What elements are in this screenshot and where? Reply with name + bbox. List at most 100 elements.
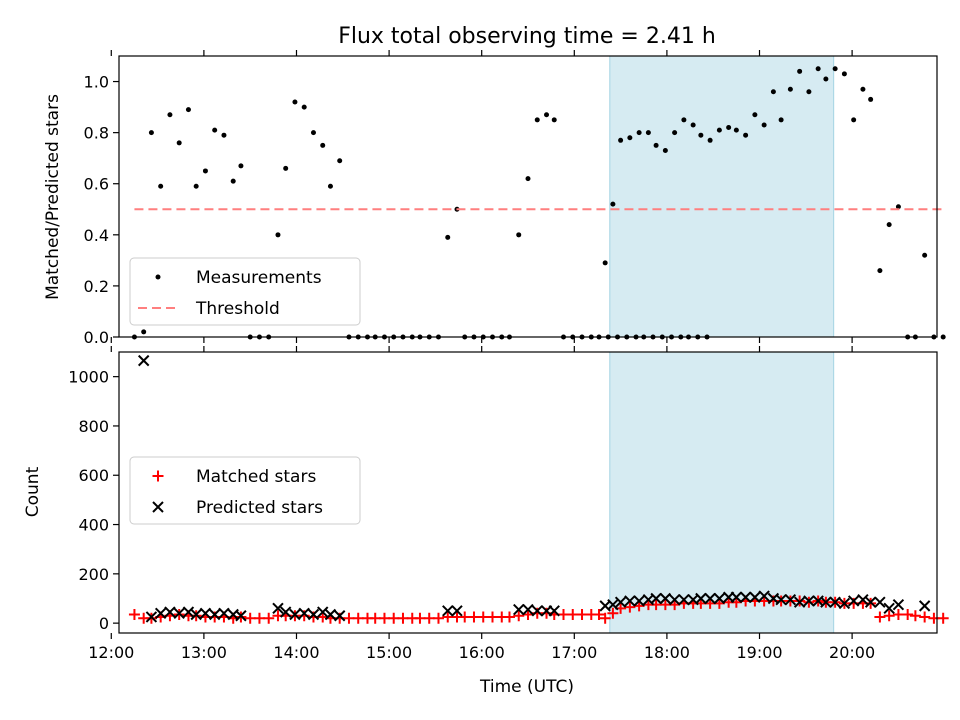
axes-frame bbox=[118, 351, 938, 634]
measurement-point bbox=[886, 222, 892, 228]
predicted-point bbox=[864, 596, 877, 608]
predicted-point bbox=[784, 594, 797, 606]
predicted-point bbox=[548, 605, 560, 617]
measurement-point bbox=[787, 86, 793, 92]
predicted-point bbox=[522, 603, 534, 616]
predicted-point bbox=[164, 606, 176, 618]
legend-label: Measurements bbox=[196, 268, 322, 288]
count-panel: Count 12:00 13:00 14:00 15:00 16:00 17:00 18:0… bbox=[23, 346, 949, 662]
measurement-point bbox=[525, 176, 531, 182]
matched-point bbox=[414, 612, 426, 624]
predicted-point bbox=[279, 606, 292, 618]
matched-point bbox=[599, 612, 611, 624]
matched-point bbox=[909, 610, 921, 622]
measurement-point bbox=[797, 68, 803, 74]
measurement-point bbox=[193, 183, 199, 189]
predicted-point bbox=[892, 598, 905, 611]
legend-marker-predicted bbox=[152, 501, 164, 513]
measurement-point bbox=[202, 168, 208, 174]
ratio-panel: Matched/Predicted stars 0.0 0.2 0.4 0.6 0.8 1… bbox=[43, 50, 946, 347]
predicted-point bbox=[451, 605, 463, 617]
measurement-point bbox=[167, 112, 173, 118]
y-tick-label: 1.0 bbox=[84, 73, 109, 92]
predicted-point bbox=[137, 354, 150, 367]
matched-point bbox=[567, 609, 579, 621]
legend-marker-measurements bbox=[155, 274, 161, 280]
measurement-point bbox=[337, 158, 343, 164]
y-axis-label-ratio: Matched/Predicted stars bbox=[43, 94, 63, 300]
measurement-point bbox=[681, 117, 687, 123]
predicted-point bbox=[659, 592, 672, 605]
x-axis-label: Time (UTC) bbox=[479, 677, 574, 697]
y-tick-label: 0.8 bbox=[84, 124, 109, 143]
matched-point bbox=[378, 612, 390, 624]
matched-point bbox=[624, 601, 636, 613]
measurement-point bbox=[301, 104, 307, 110]
legend-label: Matched stars bbox=[196, 467, 316, 487]
matched-point bbox=[477, 611, 489, 623]
measurement-point bbox=[516, 232, 522, 238]
measurement-point bbox=[743, 132, 749, 138]
predicted-point bbox=[695, 592, 707, 605]
matched-point bbox=[352, 612, 364, 624]
matched-point bbox=[513, 610, 525, 622]
measurement-point bbox=[627, 135, 633, 141]
measurement-point bbox=[221, 132, 227, 138]
measurement-point bbox=[815, 66, 821, 72]
y-tick-label: 800 bbox=[78, 417, 109, 436]
predicted-point bbox=[678, 594, 690, 606]
predicted-point bbox=[317, 606, 329, 618]
predicted-point bbox=[775, 594, 787, 606]
measurement-point bbox=[860, 86, 866, 92]
measurement-point bbox=[618, 137, 624, 143]
predicted-point bbox=[513, 603, 525, 616]
x-tick-label: 16:00 bbox=[459, 643, 505, 662]
measurement-point bbox=[851, 117, 857, 123]
predicted-point bbox=[829, 596, 841, 608]
predicted-point bbox=[182, 606, 195, 618]
matched-point bbox=[937, 612, 949, 624]
y-tick-label: 1000 bbox=[68, 368, 109, 387]
measurement-point bbox=[602, 260, 608, 266]
predicted-point bbox=[793, 596, 806, 608]
measurement-point bbox=[148, 130, 154, 136]
measurement-point bbox=[868, 96, 874, 102]
measurement-point bbox=[707, 137, 713, 143]
matched-point bbox=[423, 612, 435, 624]
matched-point bbox=[442, 611, 454, 623]
y-axis-label-count: Count bbox=[23, 466, 43, 517]
matched-point bbox=[892, 609, 904, 621]
measurement-point bbox=[176, 140, 182, 146]
matched-point bbox=[128, 609, 140, 621]
measurement-point bbox=[141, 329, 147, 335]
measurement-point bbox=[230, 178, 236, 184]
legend-label: Predicted stars bbox=[196, 498, 323, 518]
measurement-point bbox=[158, 183, 164, 189]
measurement-point bbox=[832, 66, 838, 72]
measurement-point bbox=[534, 117, 540, 123]
observing-window bbox=[609, 352, 834, 633]
matched-point bbox=[576, 609, 588, 621]
measurement-point bbox=[283, 165, 289, 171]
measurement-point bbox=[636, 130, 642, 136]
predicted-point bbox=[918, 600, 931, 612]
measurement-point bbox=[752, 112, 758, 118]
predicted-point bbox=[307, 608, 320, 621]
predicted-point bbox=[173, 607, 185, 619]
predicted-point bbox=[272, 602, 284, 615]
measurement-point bbox=[922, 252, 928, 258]
measurement-point bbox=[238, 163, 244, 169]
predicted-point bbox=[145, 611, 158, 623]
measurement-point bbox=[761, 122, 767, 128]
x-tick-label: 15:00 bbox=[366, 643, 412, 662]
y-tick-label: 0 bbox=[99, 614, 109, 633]
measurement-point bbox=[733, 127, 739, 133]
predicted-point bbox=[820, 596, 832, 608]
measurement-point bbox=[292, 99, 298, 105]
measurement-point bbox=[320, 142, 326, 148]
predicted-point bbox=[704, 592, 716, 605]
predicted-point bbox=[298, 607, 310, 619]
predicted-point bbox=[199, 607, 212, 619]
measurement-point bbox=[716, 127, 722, 133]
